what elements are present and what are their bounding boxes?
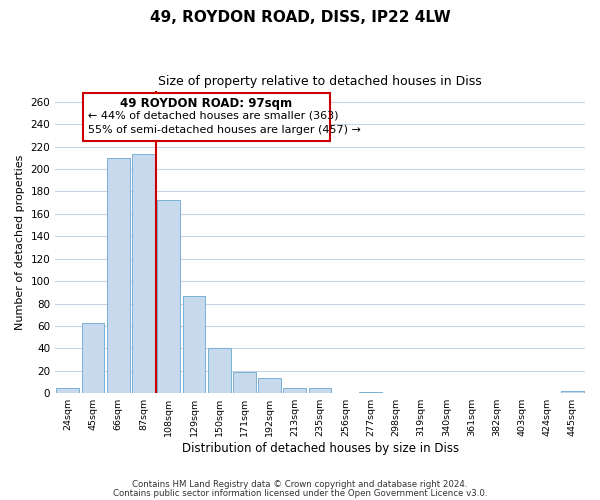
- Bar: [233, 372, 256, 393]
- Text: Contains public sector information licensed under the Open Government Licence v3: Contains public sector information licen…: [113, 489, 487, 498]
- Text: ← 44% of detached houses are smaller (363): ← 44% of detached houses are smaller (36…: [88, 110, 338, 120]
- Y-axis label: Number of detached properties: Number of detached properties: [15, 154, 25, 330]
- Bar: [309, 388, 331, 393]
- Bar: [132, 154, 155, 393]
- Bar: [56, 388, 79, 393]
- X-axis label: Distribution of detached houses by size in Diss: Distribution of detached houses by size …: [182, 442, 458, 455]
- Title: Size of property relative to detached houses in Diss: Size of property relative to detached ho…: [158, 75, 482, 88]
- Bar: [182, 296, 205, 393]
- Bar: [208, 348, 230, 393]
- Text: 49 ROYDON ROAD: 97sqm: 49 ROYDON ROAD: 97sqm: [121, 98, 293, 110]
- FancyBboxPatch shape: [83, 93, 330, 141]
- Bar: [561, 391, 584, 393]
- Text: 55% of semi-detached houses are larger (457) →: 55% of semi-detached houses are larger (…: [88, 126, 361, 136]
- Bar: [258, 378, 281, 393]
- Bar: [82, 322, 104, 393]
- Bar: [107, 158, 130, 393]
- Bar: [283, 388, 306, 393]
- Bar: [359, 392, 382, 393]
- Text: Contains HM Land Registry data © Crown copyright and database right 2024.: Contains HM Land Registry data © Crown c…: [132, 480, 468, 489]
- Text: 49, ROYDON ROAD, DISS, IP22 4LW: 49, ROYDON ROAD, DISS, IP22 4LW: [149, 10, 451, 25]
- Bar: [157, 200, 180, 393]
